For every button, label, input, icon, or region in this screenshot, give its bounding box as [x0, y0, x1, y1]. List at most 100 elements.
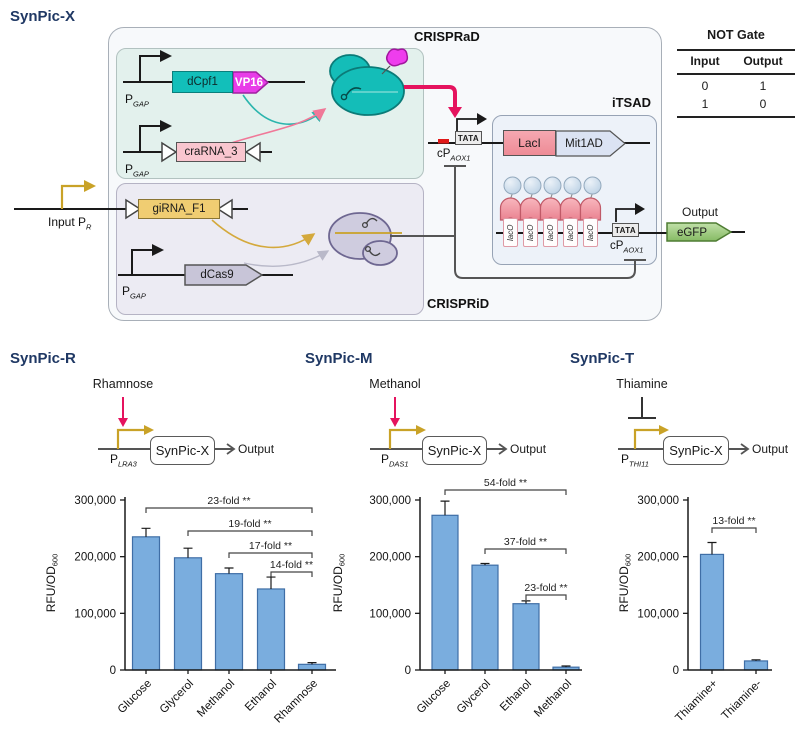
laco-label: lacO — [546, 224, 555, 241]
laco-label: lacO — [526, 224, 535, 241]
vp16-gene-label: VP16 — [234, 76, 264, 89]
laco-label: lacO — [586, 224, 595, 241]
x-category-label: Ethanol — [498, 678, 534, 714]
crarna-gene: craRNA_3 — [176, 142, 246, 162]
promoter-base: cP — [437, 148, 451, 160]
y-tick-label: 0 — [673, 665, 679, 677]
error-bar — [141, 527, 151, 537]
not-gate-cell: 0 — [759, 97, 767, 111]
crispr-ad-panel — [116, 48, 424, 179]
promoter-sub: LRA3 — [118, 459, 137, 469]
error-bar — [561, 665, 571, 668]
promoter-label-M: PDAS1 — [381, 452, 409, 468]
egfp-gene-label: eGFP — [676, 226, 708, 239]
y-tick-label: 200,000 — [637, 552, 679, 564]
input-promoter-label: Input PR — [48, 215, 91, 231]
error-bar — [266, 576, 276, 589]
laco-site-3: lacO — [543, 218, 558, 247]
mit1ad-gene-label: Mit1AD — [565, 137, 603, 150]
fold-bracket — [484, 548, 567, 554]
crispr-ad-label: CRISPRaD — [414, 29, 480, 44]
laco-site-2: lacO — [523, 218, 538, 247]
fold-annotation: 37-fold ** — [504, 536, 547, 548]
bar-Thiamine+ — [699, 553, 725, 671]
fold-annotation: 23-fold ** — [207, 495, 250, 507]
cpaox1-promoter-2: cPAOX1 — [610, 240, 643, 254]
y-tick-label: 0 — [405, 665, 411, 677]
inducer-label-R: Rhamnose — [92, 377, 154, 391]
not-gate-cell: 1 — [759, 79, 767, 93]
bar-Glucose — [131, 536, 161, 671]
dcpf1-gene: dCpf1 — [172, 71, 233, 93]
synpicx-module-R: SynPic-X — [150, 436, 215, 465]
promoter-base: cP — [610, 240, 624, 252]
inducer-label-T: Thiamine — [616, 377, 668, 391]
x-category-label: Methanol — [195, 678, 237, 720]
input-label-base: Input P — [48, 215, 87, 229]
promoter-sub: GAP — [130, 291, 146, 301]
bar-Ethanol — [256, 588, 286, 671]
y-axis-label: RFU/OD600 — [44, 554, 60, 613]
y-axis-label: RFU/OD600 — [617, 554, 633, 613]
bar-Glycerol — [471, 564, 499, 671]
y-tick-label: 100,000 — [369, 608, 411, 620]
laco-site-4: lacO — [563, 218, 578, 247]
promoter-base: P — [125, 92, 134, 106]
table-rule — [677, 73, 795, 75]
error-bar — [224, 567, 234, 574]
promoter-base: P — [381, 452, 390, 466]
laco-site-5: lacO — [583, 218, 598, 247]
pgap-promoter-2: PGAP — [125, 162, 149, 178]
x-category-label: Glucose — [415, 678, 453, 716]
error-bar — [440, 500, 450, 516]
x-category-label: Rhamnose — [272, 678, 320, 726]
laco-label: lacO — [566, 224, 575, 241]
output-label-R: Output — [238, 442, 275, 456]
tata-box-2: TATA — [612, 223, 639, 237]
fold-bracket — [187, 530, 313, 536]
panel-title-T: SynPic-T — [570, 350, 635, 367]
panel-title-M: SynPic-M — [305, 350, 373, 367]
pgap-promoter-3: PGAP — [122, 284, 146, 300]
fold-bracket — [444, 489, 567, 495]
x-category-label: Glucose — [116, 678, 154, 716]
x-category-label: Methanol — [532, 678, 574, 720]
crispr-id-label: CRISPRiD — [427, 296, 490, 311]
y-tick-label: 100,000 — [74, 608, 116, 620]
error-bar — [521, 600, 531, 604]
y-tick-label: 200,000 — [369, 552, 411, 564]
output-label: Output — [681, 205, 719, 219]
fold-bracket — [228, 552, 313, 558]
synpicx-module-M: SynPic-X — [422, 436, 487, 465]
synpicx-module-T: SynPic-X — [663, 436, 729, 465]
fold-bracket — [145, 507, 313, 513]
error-bar — [707, 541, 717, 555]
not-gate-header-input: Input — [690, 54, 720, 68]
fold-annotation: 17-fold ** — [249, 540, 292, 552]
not-gate-cell: 1 — [701, 97, 709, 111]
fold-annotation: 14-fold ** — [270, 559, 313, 571]
fold-bracket — [270, 571, 313, 577]
bar-Methanol — [552, 666, 580, 671]
y-tick-label: 300,000 — [74, 495, 116, 507]
laco-site-1: lacO — [503, 218, 518, 247]
laco-label: lacO — [506, 224, 515, 241]
bar-charts: 23-fold ** 19-fold ** 17-fold ** 14-fold **… — [44, 477, 772, 725]
promoter-base: P — [621, 452, 630, 466]
bar-Methanol — [214, 573, 244, 671]
promoter-label-T: PTHI11 — [621, 452, 649, 468]
bar-Glucose — [431, 514, 459, 671]
bar-Glycerol — [173, 557, 203, 671]
bar-Thiamine- — [743, 660, 769, 671]
promoter-sub: GAP — [133, 169, 149, 179]
fold-annotation: 23-fold ** — [524, 582, 567, 594]
laci-gene: LacI — [503, 130, 556, 156]
error-bar — [183, 547, 193, 558]
promoter-sub: THI11 — [629, 459, 649, 469]
promoter-sub: DAS1 — [389, 459, 409, 469]
bar-Ethanol — [512, 603, 540, 671]
bar-Rhamnose — [297, 663, 327, 671]
y-tick-label: 300,000 — [369, 495, 411, 507]
x-category-label: Ethanol — [243, 678, 279, 714]
x-category-label: Thiamine+ — [673, 677, 720, 724]
